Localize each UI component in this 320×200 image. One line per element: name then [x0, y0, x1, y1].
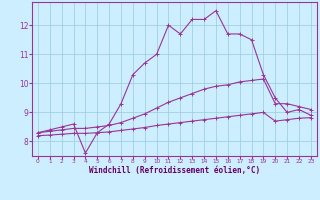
X-axis label: Windchill (Refroidissement éolien,°C): Windchill (Refroidissement éolien,°C): [89, 166, 260, 175]
